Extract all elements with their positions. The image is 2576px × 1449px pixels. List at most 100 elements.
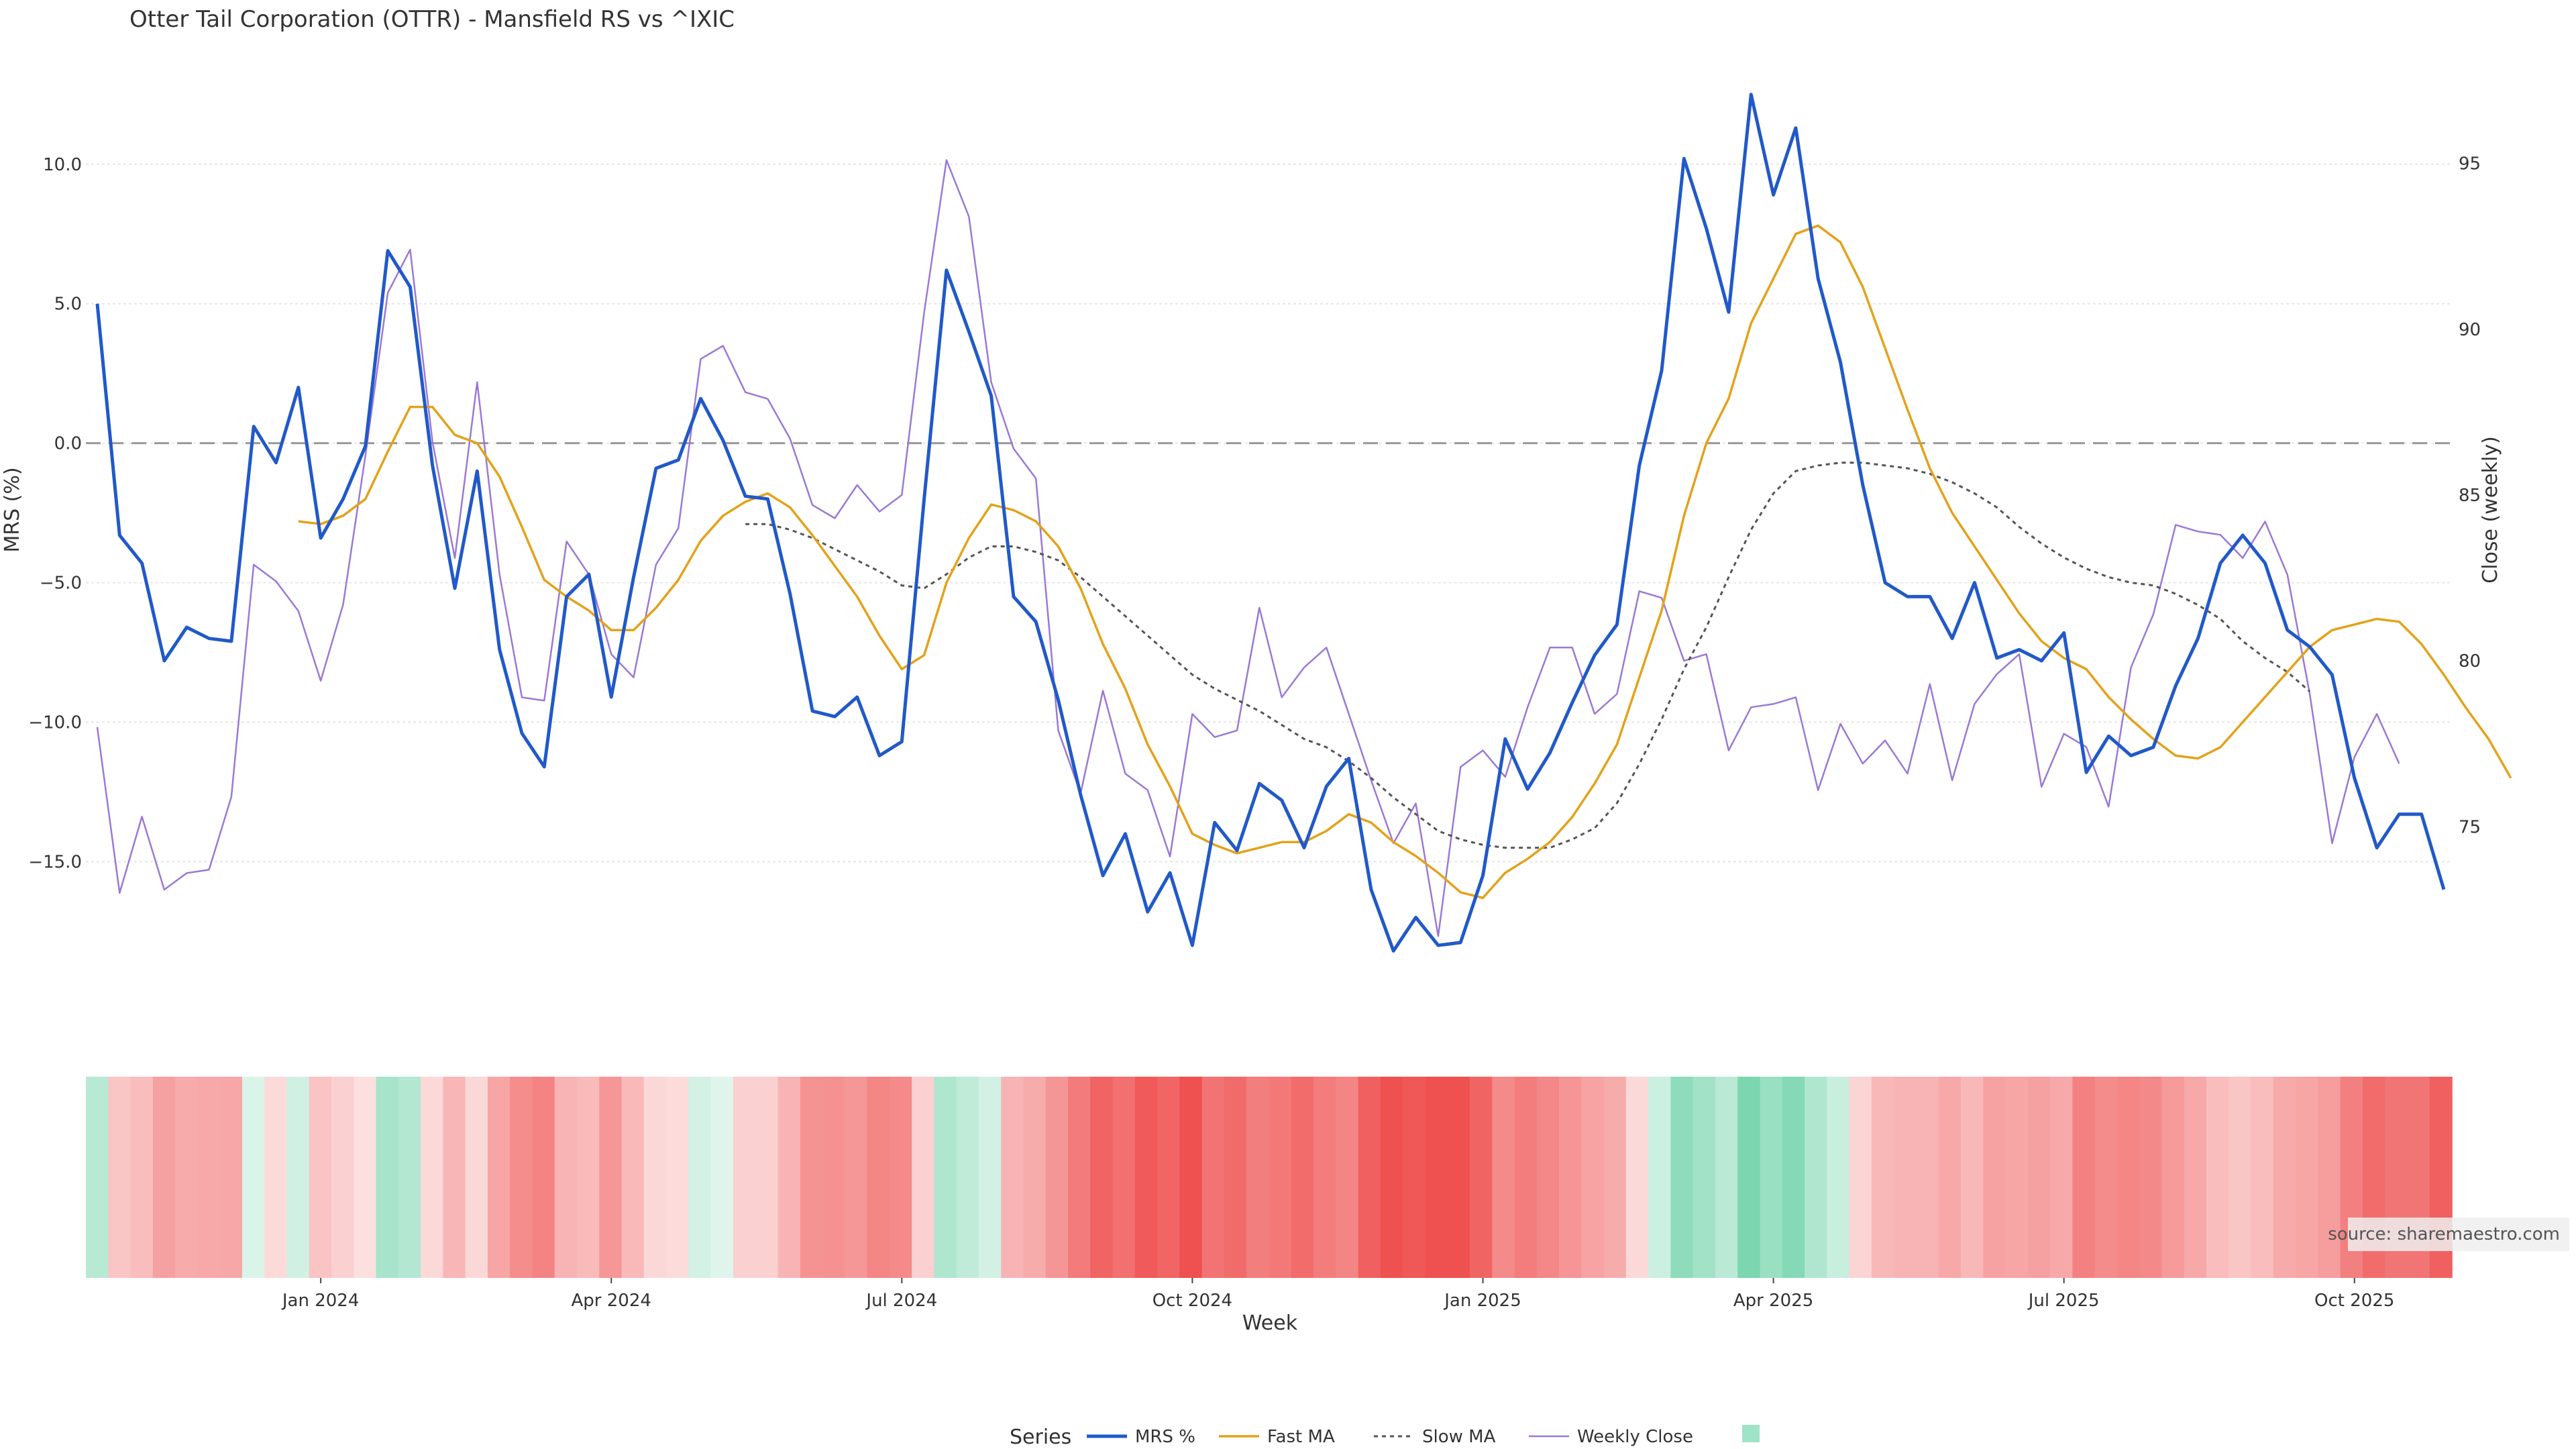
series-line-fast-ma [298, 224, 2512, 900]
y-left-tick-label: 5.0 [54, 294, 82, 315]
heat-cell [1045, 1077, 1069, 1278]
heat-cell [1625, 1077, 1649, 1278]
y-right-tick-label: 85 [2459, 486, 2481, 506]
heat-cell [421, 1077, 444, 1278]
heat-cell [130, 1077, 154, 1278]
heat-cell [443, 1077, 466, 1278]
heat-cell [1068, 1077, 1091, 1278]
heat-cell [1469, 1077, 1493, 1278]
heat-cell [1715, 1077, 1739, 1278]
heat-cell [2296, 1077, 2319, 1278]
heat-cell [599, 1077, 623, 1278]
heat-cell [1827, 1077, 1850, 1278]
heat-cell [1246, 1077, 1270, 1278]
heat-cell [1090, 1077, 1114, 1278]
heat-cell [1648, 1077, 1672, 1278]
heat-cell [1425, 1077, 1448, 1278]
heat-cell [219, 1077, 243, 1278]
heat-cell [1894, 1077, 1917, 1278]
legend-entry-label: Fast MA [1267, 1427, 1335, 1447]
heat-cell [331, 1077, 355, 1278]
legend-swatch-heat [1742, 1425, 1760, 1442]
heat-cell [2273, 1077, 2296, 1278]
heat-cell [2206, 1077, 2230, 1278]
y-left-tick-label: 10.0 [43, 155, 82, 175]
heat-cell [688, 1077, 712, 1278]
y-left-tick-label: −15.0 [28, 852, 82, 872]
heat-cell [465, 1077, 488, 1278]
heat-cell [1291, 1077, 1314, 1278]
heat-cell [733, 1077, 756, 1278]
x-tick-label: Jan 2024 [281, 1291, 360, 1311]
heat-cell [376, 1077, 399, 1278]
heat-cell [2050, 1077, 2074, 1278]
x-axis-title: Week [1242, 1311, 1298, 1335]
x-tick-label: Jan 2025 [1443, 1291, 1521, 1311]
heat-cell [1693, 1077, 1716, 1278]
legend-entry-label: Slow MA [1422, 1427, 1496, 1447]
heat-cell [264, 1077, 288, 1278]
heat-cell [1670, 1077, 1694, 1278]
heat-cell [1603, 1077, 1627, 1278]
legend-entry-label: Weekly Close [1577, 1427, 1693, 1447]
heat-cell [2251, 1077, 2274, 1278]
y-right-tick-label: 75 [2459, 817, 2481, 837]
x-tick-label: Oct 2025 [2314, 1291, 2394, 1311]
y-right-tick-label: 80 [2459, 651, 2481, 672]
heat-cell [2318, 1077, 2341, 1278]
x-tick-label: Jul 2024 [865, 1291, 937, 1311]
heat-cell [1224, 1077, 1248, 1278]
heat-cell [532, 1077, 555, 1278]
x-tick-label: Oct 2024 [1152, 1291, 1232, 1311]
heat-cell [108, 1077, 131, 1278]
y-right-tick-label: 90 [2459, 320, 2481, 340]
heat-cell [1403, 1077, 1426, 1278]
heat-cell [1269, 1077, 1292, 1278]
heat-cell [577, 1077, 600, 1278]
heat-cell [1737, 1077, 1761, 1278]
heat-cell [86, 1077, 109, 1278]
y-axis-left-ticks: 10.0 5.0 0.0 −5.0 −10.0 −15.0 [28, 155, 82, 873]
legend: Series MRS % Fast MA Slow MA Weekly Close [1010, 1425, 1760, 1449]
heat-cell [1358, 1077, 1381, 1278]
heat-cell [2161, 1077, 2185, 1278]
heat-cell [1514, 1077, 1538, 1278]
heat-cell [1916, 1077, 1939, 1278]
heat-cell [398, 1077, 421, 1278]
heat-cell [152, 1077, 176, 1278]
y-right-tick-label: 95 [2459, 154, 2481, 174]
heat-cell [710, 1077, 734, 1278]
heat-cell [1983, 1077, 2006, 1278]
heat-cell [643, 1077, 667, 1278]
source-label: source: sharemaestro.com [2328, 1218, 2569, 1251]
heat-cell [1134, 1077, 1158, 1278]
heat-cell [934, 1077, 957, 1278]
heat-cell [1559, 1077, 1582, 1278]
heat-cell [889, 1077, 912, 1278]
heat-cell [354, 1077, 377, 1278]
series-line-mrs [95, 93, 2446, 953]
heat-cell [777, 1077, 801, 1278]
heat-cell [1871, 1077, 1894, 1278]
heat-cell [197, 1077, 221, 1278]
y-left-tick-label: −5.0 [40, 574, 82, 594]
heat-cell [2116, 1077, 2140, 1278]
heat-cell [175, 1077, 199, 1278]
heat-cell [2139, 1077, 2163, 1278]
heat-cell [1447, 1077, 1470, 1278]
heat-cell [2027, 1077, 2051, 1278]
chart-title: Otter Tail Corporation (OTTR) - Mansfiel… [129, 6, 735, 33]
heat-cell [1001, 1077, 1024, 1278]
heat-cell [554, 1077, 578, 1278]
series-lines [95, 93, 2512, 953]
heat-cell [1179, 1077, 1203, 1278]
x-tick-label: Apr 2024 [572, 1291, 651, 1311]
heat-cell [1336, 1077, 1359, 1278]
heat-cell [1938, 1077, 1962, 1278]
x-tick-label: Apr 2025 [1733, 1291, 1813, 1311]
mrs-heat-strip [86, 1077, 2453, 1278]
heat-cell [1849, 1077, 1872, 1278]
heat-cell [510, 1077, 533, 1278]
heat-cell [822, 1077, 846, 1278]
